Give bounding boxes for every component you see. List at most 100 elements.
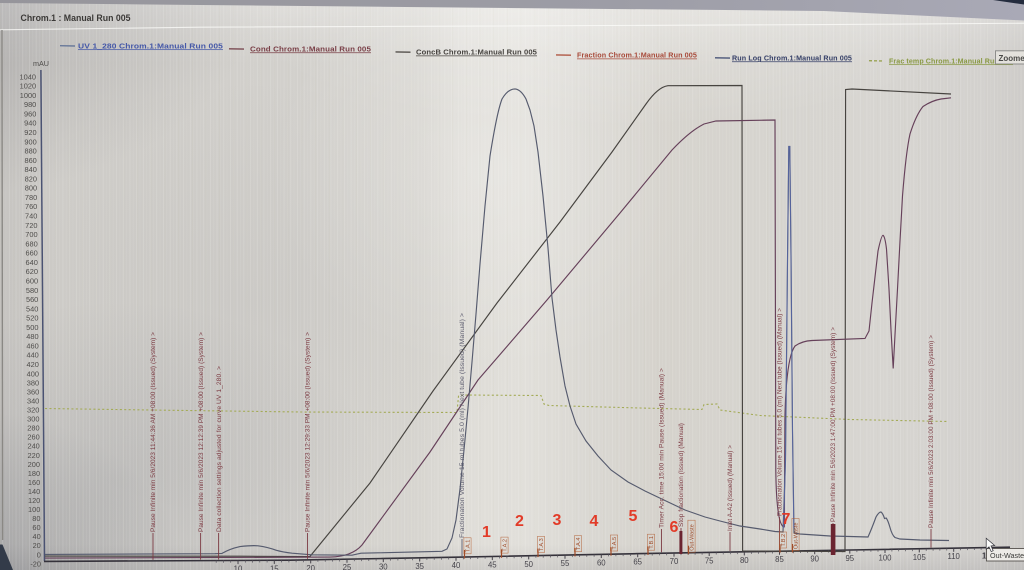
svg-text:180: 180: [28, 469, 40, 478]
svg-text:0: 0: [37, 550, 41, 559]
svg-text:60: 60: [597, 558, 606, 567]
svg-text:110: 110: [947, 552, 960, 561]
svg-text:620: 620: [26, 267, 38, 276]
svg-text:160: 160: [28, 478, 40, 487]
svg-text:920: 920: [24, 128, 36, 137]
svg-text:Pause Infinite min 5/6/2023 11: Pause Infinite min 5/6/2023 11:44:36 AM …: [151, 332, 157, 532]
svg-text:Pause Infinite min 5/6/2023 2:: Pause Infinite min 5/6/2023 2:03:00 PM +…: [929, 335, 935, 528]
svg-text:Fractionation Volume 15 ml tub: Fractionation Volume 15 ml tubes 5.0 (ml…: [460, 313, 466, 538]
svg-text:mAU: mAU: [33, 59, 49, 68]
svg-text:30: 30: [379, 563, 388, 570]
svg-text:75: 75: [705, 556, 714, 565]
svg-text:240: 240: [27, 442, 39, 451]
svg-text:60: 60: [32, 523, 40, 532]
svg-text:580: 580: [26, 286, 38, 295]
svg-text:Cond Chrom.1:Manual Run 005: Cond Chrom.1:Manual Run 005: [250, 44, 371, 53]
svg-text:780: 780: [25, 193, 37, 202]
svg-text:320: 320: [27, 406, 39, 415]
svg-text:960: 960: [24, 109, 36, 118]
svg-text:500: 500: [26, 323, 38, 332]
svg-text:740: 740: [25, 212, 37, 221]
svg-text:380: 380: [27, 378, 39, 387]
svg-text:105: 105: [913, 553, 927, 562]
svg-text:820: 820: [25, 174, 37, 183]
svg-text:1020: 1020: [20, 82, 36, 91]
svg-text:940: 940: [24, 119, 36, 128]
svg-text:15: 15: [270, 564, 279, 570]
svg-text:-20: -20: [30, 559, 41, 568]
svg-text:840: 840: [25, 165, 37, 174]
svg-text:Out-Waste: Out-Waste: [690, 524, 696, 551]
svg-text:10: 10: [234, 565, 243, 570]
svg-text:100: 100: [28, 505, 40, 514]
svg-text:200: 200: [28, 460, 40, 469]
svg-text:2: 2: [515, 513, 524, 530]
svg-text:Fractionation Volume 15 ml tub: Fractionation Volume 15 ml tubes 5.0 (ml…: [778, 308, 784, 516]
svg-text:Pause Infinite min 5/6/2023 1:: Pause Infinite min 5/6/2023 1:47:00 PM +…: [831, 327, 837, 522]
svg-text:860: 860: [24, 156, 36, 165]
svg-text:6: 6: [670, 519, 679, 536]
svg-text:Chrom.1 : Manual Run 005: Chrom.1 : Manual Run 005: [21, 13, 132, 24]
svg-text:Run Log Chrom.1:Manual Run 00: Run Log Chrom.1:Manual Run 005: [732, 53, 852, 62]
svg-text:80: 80: [32, 514, 40, 523]
svg-text:4: 4: [590, 513, 599, 530]
svg-text:980: 980: [24, 100, 36, 109]
svg-text:55: 55: [561, 559, 570, 568]
svg-text:900: 900: [24, 137, 36, 146]
svg-text:3: 3: [553, 512, 562, 529]
svg-text:T.B.1: T.B.1: [649, 536, 655, 549]
svg-text:760: 760: [25, 202, 37, 211]
svg-text:7: 7: [782, 511, 791, 528]
svg-text:460: 460: [26, 341, 38, 350]
svg-text:T.A.4: T.A.4: [576, 538, 582, 551]
svg-text:115: 115: [982, 552, 995, 561]
svg-text:20: 20: [306, 564, 315, 570]
svg-text:Out-Waste: Out-Waste: [794, 523, 800, 550]
svg-text:Fraction Chrom.1:Manual Run 0: Fraction Chrom.1:Manual Run 005: [577, 51, 697, 60]
svg-text:520: 520: [26, 314, 38, 323]
svg-text:300: 300: [27, 415, 39, 424]
svg-text:T.A.1: T.A.1: [466, 540, 472, 553]
svg-text:1000: 1000: [20, 91, 36, 100]
svg-text:25: 25: [343, 563, 352, 570]
svg-text:660: 660: [25, 249, 37, 258]
svg-text:90: 90: [810, 555, 819, 564]
svg-text:280: 280: [27, 424, 39, 433]
svg-text:Inlet A-A2 (Issued) (Manual): Inlet A-A2 (Issued) (Manual) >: [728, 445, 734, 531]
svg-text:70: 70: [670, 557, 679, 566]
svg-text:T.A.5: T.A.5: [612, 537, 618, 550]
svg-text:120: 120: [28, 496, 40, 505]
svg-text:50: 50: [524, 560, 533, 569]
svg-text:Stop fractionation (Issued) (M: Stop fractionation (Issued) (Manual): [679, 423, 685, 527]
svg-text:T.A.3: T.A.3: [539, 538, 545, 551]
svg-text:1: 1: [482, 524, 491, 541]
svg-text:420: 420: [27, 360, 39, 369]
svg-text:220: 220: [28, 451, 40, 460]
svg-text:880: 880: [24, 147, 36, 156]
svg-text:Out-Waste: Out-Waste: [990, 551, 1024, 560]
svg-text:5: 5: [629, 508, 638, 525]
svg-text:85: 85: [775, 555, 784, 564]
svg-text:100: 100: [878, 553, 892, 562]
svg-text:Frac temp Chrom.1:Manual Run: Frac temp Chrom.1:Manual Run 005: [889, 56, 1013, 65]
svg-text:140: 140: [28, 487, 40, 496]
svg-text:600: 600: [26, 277, 38, 286]
svg-text:Timer Acc. time 15:00 min Paus: Timer Acc. time 15:00 min Pause (Issued)…: [660, 368, 666, 528]
svg-text:800: 800: [25, 184, 37, 193]
svg-text:540: 540: [26, 304, 38, 313]
svg-text:45: 45: [488, 561, 497, 570]
svg-text:20: 20: [33, 541, 41, 550]
svg-text:720: 720: [25, 221, 37, 230]
svg-text:T.A.2: T.A.2: [503, 539, 509, 552]
svg-text:560: 560: [26, 295, 38, 304]
svg-text:40: 40: [32, 532, 40, 541]
svg-text:UV 1_280 Chrom.1:Manual Run 0: UV 1_280 Chrom.1:Manual Run 005: [78, 41, 223, 50]
svg-text:480: 480: [26, 332, 38, 341]
svg-text:400: 400: [27, 369, 39, 378]
svg-text:Pause Infinite min 5/6/2023 12: Pause Infinite min 5/6/2023 12:29:33 PM …: [306, 332, 312, 532]
svg-text:65: 65: [633, 558, 642, 567]
svg-text:640: 640: [26, 258, 38, 267]
svg-text:Data collection settings adjus: Data collection settings adjusted for cu…: [217, 366, 223, 532]
svg-text:35: 35: [415, 562, 424, 570]
svg-text:260: 260: [27, 433, 39, 442]
